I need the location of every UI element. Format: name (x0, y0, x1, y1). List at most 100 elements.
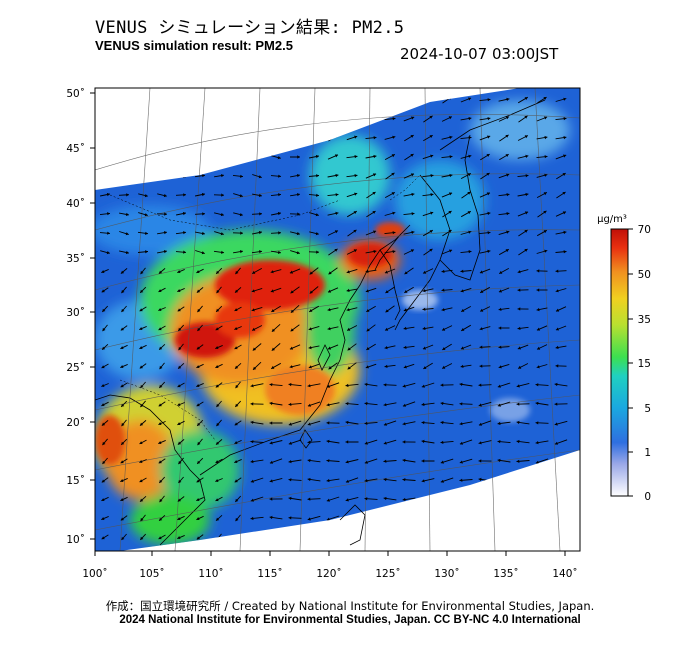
wind-arrowhead (239, 194, 243, 198)
latitude-labels: 50˚ 45˚ 40˚ 35˚ 30˚ 25˚ 20˚ 15˚ 10˚ (66, 88, 85, 546)
wind-arrowhead (383, 496, 387, 501)
wind-arrowhead (234, 327, 238, 330)
wind-arrowhead (252, 347, 256, 351)
wind-arrowhead (524, 97, 528, 100)
wind-arrowhead (235, 498, 239, 502)
lon-label: 125˚ (375, 568, 400, 580)
wind-arrowhead (216, 289, 220, 294)
wind-arrowhead (430, 154, 434, 158)
wind-arrowhead (554, 422, 558, 426)
wind-arrowhead (404, 290, 408, 293)
wind-arrowhead (364, 497, 368, 501)
wind-arrowhead (158, 460, 162, 464)
wind-arrowhead (140, 422, 144, 426)
wind-arrowhead (460, 346, 464, 350)
wind-arrowhead (468, 136, 472, 140)
wind-arrowhead (216, 517, 220, 521)
wind-arrowhead (250, 459, 254, 464)
coastlines (95, 99, 546, 546)
wind-arrowhead (120, 270, 125, 274)
wind-arrowhead (335, 211, 339, 215)
wind-arrowhead (307, 517, 311, 521)
colorbar-gradient-bar (610, 228, 629, 497)
wind-arrowhead (139, 460, 143, 463)
wind-arrowhead (421, 384, 425, 388)
wind-arrowhead (140, 517, 144, 522)
wind-arrowhead (479, 345, 483, 349)
wind-arrowhead (202, 212, 205, 216)
wind-arrowhead (216, 403, 220, 407)
wind-arrowhead (145, 250, 148, 254)
wind-arrowhead (316, 193, 319, 197)
wind-arrowhead (240, 250, 243, 254)
wind-arrowhead (202, 174, 205, 178)
wind-arrowhead (411, 230, 415, 234)
wind-arrowhead (220, 212, 224, 217)
wind-arrowhead (216, 308, 220, 312)
wind-arrowhead (391, 192, 395, 196)
wind-arrowhead (120, 479, 124, 482)
wind-arrowhead (421, 402, 425, 407)
wind-arrowhead (335, 193, 339, 197)
wind-arrowhead (121, 536, 125, 540)
wind-arrowhead (177, 441, 182, 445)
wind-arrowhead (498, 365, 502, 369)
wind-arrowhead (448, 211, 452, 214)
wind-arrowhead (402, 403, 406, 407)
wind-arrowhead (392, 231, 396, 235)
wind-arrowhead (524, 115, 528, 119)
wind-arrowhead (347, 327, 351, 331)
wind-arrowhead (327, 327, 331, 331)
wind-arrowhead (423, 366, 427, 369)
colorbar-tick: 0 (644, 491, 651, 503)
wind-arrowhead (478, 477, 482, 482)
wind-arrowhead (516, 439, 520, 444)
wind-arrowhead (177, 384, 181, 388)
wind-arrowhead (448, 116, 452, 120)
wind-arrowhead (101, 517, 105, 520)
wind-arrowhead (309, 309, 313, 312)
wind-arrowhead (101, 422, 106, 426)
wind-arrowhead (107, 231, 110, 235)
wind-arrowhead (220, 232, 224, 236)
wind-arrowhead (440, 383, 444, 387)
wind-arrowhead (121, 289, 125, 294)
wind-arrowhead (410, 173, 414, 177)
wind-arrowhead (411, 116, 415, 120)
wind-arrowhead (366, 328, 370, 332)
wind-arrowhead (216, 270, 220, 274)
wind-arrowhead (258, 230, 262, 235)
wind-arrowhead (315, 154, 319, 159)
wind-arrowhead (459, 402, 463, 406)
wind-arrowhead (335, 173, 339, 178)
wind-arrowhead (140, 498, 144, 502)
wind-arrowhead (271, 365, 275, 369)
wind-arrowhead (524, 211, 529, 215)
colorbar-tick: 1 (644, 447, 651, 459)
wind-arrowhead (215, 384, 219, 388)
wind-arrowhead (461, 308, 465, 312)
wind-arrowhead (563, 136, 567, 140)
wind-arrowhead (234, 460, 238, 463)
wind-arrowhead (250, 420, 254, 424)
lon-label: 120˚ (316, 568, 341, 580)
wind-arrowhead (487, 98, 491, 102)
wind-arrowhead (159, 365, 163, 370)
wind-arrowhead (250, 516, 254, 521)
wind-arrowhead (182, 211, 186, 216)
wind-arrowhead (383, 441, 387, 445)
longitude-labels: 100˚ 105˚ 110˚ 115˚ 120˚ 125˚ 130˚ 135˚ … (82, 568, 577, 580)
wind-arrowhead (269, 479, 273, 483)
wind-arrowhead (555, 364, 559, 368)
wind-arrowhead (253, 366, 257, 370)
wind-arrowhead (554, 402, 558, 406)
lon-label: 115˚ (257, 568, 282, 580)
wind-arrowhead (441, 308, 445, 312)
wind-arrowhead (140, 270, 144, 275)
wind-arrowhead (196, 346, 200, 350)
wind-arrowhead (120, 365, 124, 368)
wind-arrowhead (411, 192, 415, 197)
wind-arrowhead (364, 401, 368, 406)
wind-arrowhead (164, 231, 167, 235)
wind-arrowhead (250, 402, 254, 406)
